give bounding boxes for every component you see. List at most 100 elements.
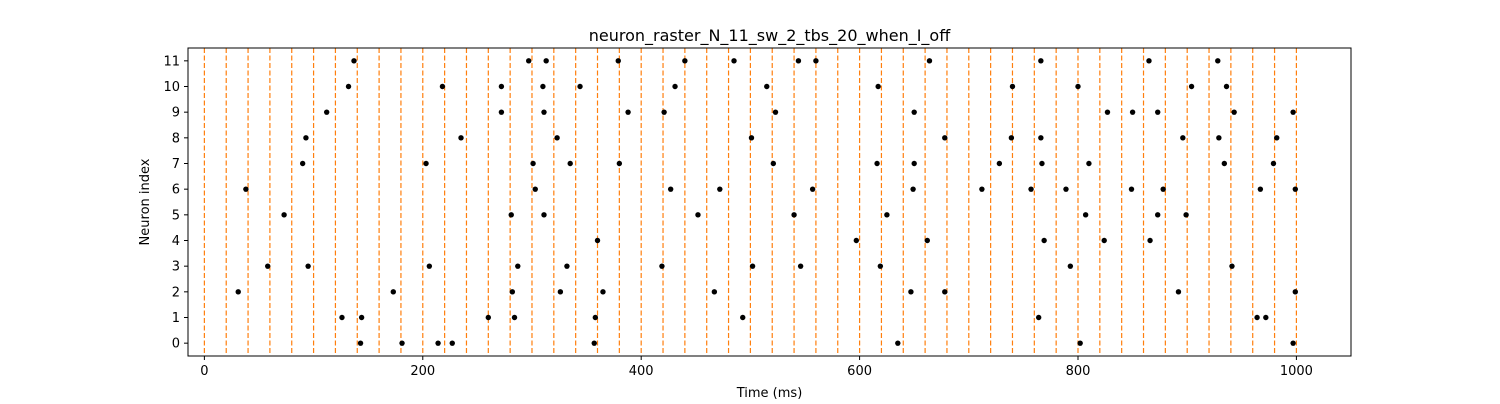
- spike-n10-7: [875, 83, 881, 90]
- spike-n7-2: [530, 160, 536, 167]
- spike-n4-3: [1041, 237, 1047, 244]
- vertical-lines: [203, 48, 1297, 356]
- spike-n11-6: [795, 58, 802, 64]
- spike-n4-5: [1147, 237, 1153, 244]
- spike-n10-10: [1188, 83, 1195, 90]
- spike-n5-7: [1155, 212, 1161, 218]
- spike-n7-1: [423, 160, 429, 167]
- y-tick-label-1: 1: [172, 311, 180, 326]
- spike-n8-1: [458, 135, 464, 141]
- spike-n6-6: [979, 186, 985, 192]
- spike-n4-4: [1101, 237, 1107, 244]
- y-tick-label-8: 8: [172, 131, 180, 146]
- spike-n9-2: [541, 109, 547, 115]
- spike-n3-1: [305, 263, 311, 269]
- spike-n5-6: [1082, 212, 1089, 218]
- spike-n8-2: [554, 135, 560, 141]
- spike-n7-8: [996, 160, 1003, 167]
- spike-n10-1: [439, 83, 446, 90]
- spike-n5-1: [508, 212, 514, 218]
- spike-n6-11: [1257, 186, 1264, 192]
- spike-n3-8: [877, 263, 884, 269]
- spike-n3-4: [564, 263, 570, 269]
- spike-n2-8: [1175, 289, 1182, 295]
- spike-n0-4: [591, 340, 597, 346]
- spike-n7-7: [911, 160, 917, 167]
- spike-n9-1: [498, 109, 505, 115]
- spike-n6-0: [243, 186, 249, 192]
- spike-n6-12: [1292, 186, 1299, 192]
- spike-n7-11: [1221, 160, 1228, 167]
- spike-n2-4: [600, 289, 606, 295]
- y-tick-label-5: 5: [172, 208, 180, 223]
- spike-n1-3: [511, 314, 518, 321]
- spike-n11-4: [682, 58, 688, 64]
- spike-n0-7: [1290, 340, 1296, 346]
- spike-n6-5: [910, 186, 916, 192]
- spike-n0-1: [399, 340, 405, 346]
- spike-n9-3: [625, 109, 631, 115]
- spike-n8-0: [303, 135, 309, 141]
- spike-n2-1: [390, 289, 396, 295]
- spike-n6-1: [532, 186, 538, 192]
- spike-n11-7: [813, 58, 819, 64]
- spike-n10-8: [1009, 83, 1016, 90]
- spike-n3-9: [1067, 263, 1074, 269]
- spike-n10-9: [1075, 83, 1081, 90]
- spike-n3-5: [659, 263, 665, 269]
- spike-n7-6: [874, 160, 880, 167]
- spike-n8-4: [942, 135, 948, 141]
- spike-n5-2: [541, 212, 547, 218]
- y-tick-label-4: 4: [172, 234, 180, 249]
- spike-n8-3: [748, 135, 755, 141]
- spike-n10-2: [498, 83, 505, 90]
- spike-n4-0: [594, 237, 601, 244]
- spike-n8-7: [1180, 135, 1186, 141]
- x-tick-label-4: 800: [1066, 364, 1091, 379]
- spike-n0-2: [435, 340, 441, 346]
- y-tick-label-2: 2: [172, 285, 180, 300]
- x-tick-label-5: 1000: [1280, 364, 1313, 379]
- y-tick-label-6: 6: [172, 183, 180, 198]
- spike-n3-10: [1229, 263, 1235, 269]
- y-axis-label: Neuron index: [138, 158, 153, 245]
- spike-n7-5: [770, 160, 777, 167]
- spike-n2-9: [1292, 289, 1299, 295]
- y-tick-label-7: 7: [172, 157, 180, 172]
- spike-n9-6: [911, 109, 917, 115]
- spike-n3-0: [265, 263, 271, 269]
- spike-n6-7: [1028, 186, 1034, 192]
- spike-n3-7: [797, 263, 804, 269]
- spike-n9-8: [1129, 109, 1136, 115]
- y-tick-label-11: 11: [163, 54, 180, 69]
- spike-n0-5: [895, 340, 901, 346]
- spike-n8-8: [1216, 135, 1222, 141]
- axes-frame: [187, 47, 1352, 357]
- y-axis-ticks: 0 1 2 3 4 5 6 7 8 9 10 11: [163, 54, 188, 352]
- y-tick-label-3: 3: [172, 260, 180, 275]
- spike-n7-4: [616, 160, 623, 167]
- spike-n1-7: [1254, 314, 1260, 321]
- spike-n10-6: [764, 83, 770, 90]
- spike-markers: [235, 58, 1299, 346]
- spike-n11-2: [543, 58, 549, 64]
- spike-n0-3: [449, 340, 455, 346]
- spike-n6-2: [667, 186, 674, 192]
- chart-title: neuron_raster_N_11_sw_2_tbs_20_when_I_of…: [589, 26, 951, 46]
- spike-n7-12: [1270, 160, 1277, 167]
- spike-n6-8: [1063, 186, 1069, 192]
- spike-n1-6: [1035, 314, 1042, 321]
- spike-n1-2: [485, 314, 492, 321]
- spike-n7-9: [1039, 160, 1045, 167]
- spike-n2-2: [509, 289, 516, 295]
- spike-n5-3: [695, 212, 701, 218]
- y-tick-label-10: 10: [163, 80, 180, 95]
- spike-n11-11: [1215, 58, 1221, 64]
- x-tick-label-0: 0: [200, 364, 208, 379]
- spike-n8-9: [1274, 135, 1280, 141]
- spike-n10-11: [1223, 83, 1230, 90]
- spike-n4-1: [853, 237, 860, 244]
- x-tick-label-3: 600: [847, 364, 872, 379]
